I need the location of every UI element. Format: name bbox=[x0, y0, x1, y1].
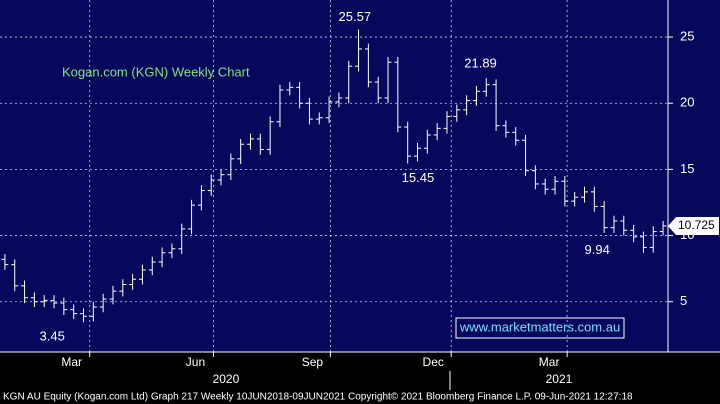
x-tick-label: Dec bbox=[423, 355, 444, 369]
axis-strip bbox=[0, 352, 720, 390]
x-tick-label: Jun bbox=[186, 355, 205, 369]
watermark: www.marketmatters.com.au bbox=[459, 319, 620, 334]
last-price-label: 10.725 bbox=[678, 218, 715, 232]
y-tick-label: 5 bbox=[680, 293, 687, 308]
x-tick-label: Mar bbox=[539, 355, 560, 369]
x-tick-label: Mar bbox=[61, 355, 82, 369]
price-annotation: 21.89 bbox=[464, 56, 497, 71]
last-price-tag bbox=[668, 216, 719, 235]
price-annotation: 15.45 bbox=[402, 170, 435, 185]
year-label: 2020 bbox=[213, 372, 240, 386]
plot-background bbox=[0, 0, 720, 352]
y-tick-label: 15 bbox=[680, 161, 694, 176]
price-annotation: 3.45 bbox=[40, 329, 65, 344]
footer: KGN AU Equity (Kogan.com Ltd) Graph 217 … bbox=[3, 392, 633, 403]
chart-title: Kogan.com (KGN) Weekly Chart bbox=[62, 64, 250, 79]
year-label: 2021 bbox=[546, 372, 573, 386]
y-tick-label: 25 bbox=[680, 28, 694, 43]
watermark-box bbox=[455, 317, 625, 339]
y-tick-label: 20 bbox=[680, 95, 694, 110]
price-annotation: 25.57 bbox=[339, 9, 372, 24]
price-annotation: 9.94 bbox=[585, 242, 610, 257]
x-tick-label: Sep bbox=[302, 355, 324, 369]
